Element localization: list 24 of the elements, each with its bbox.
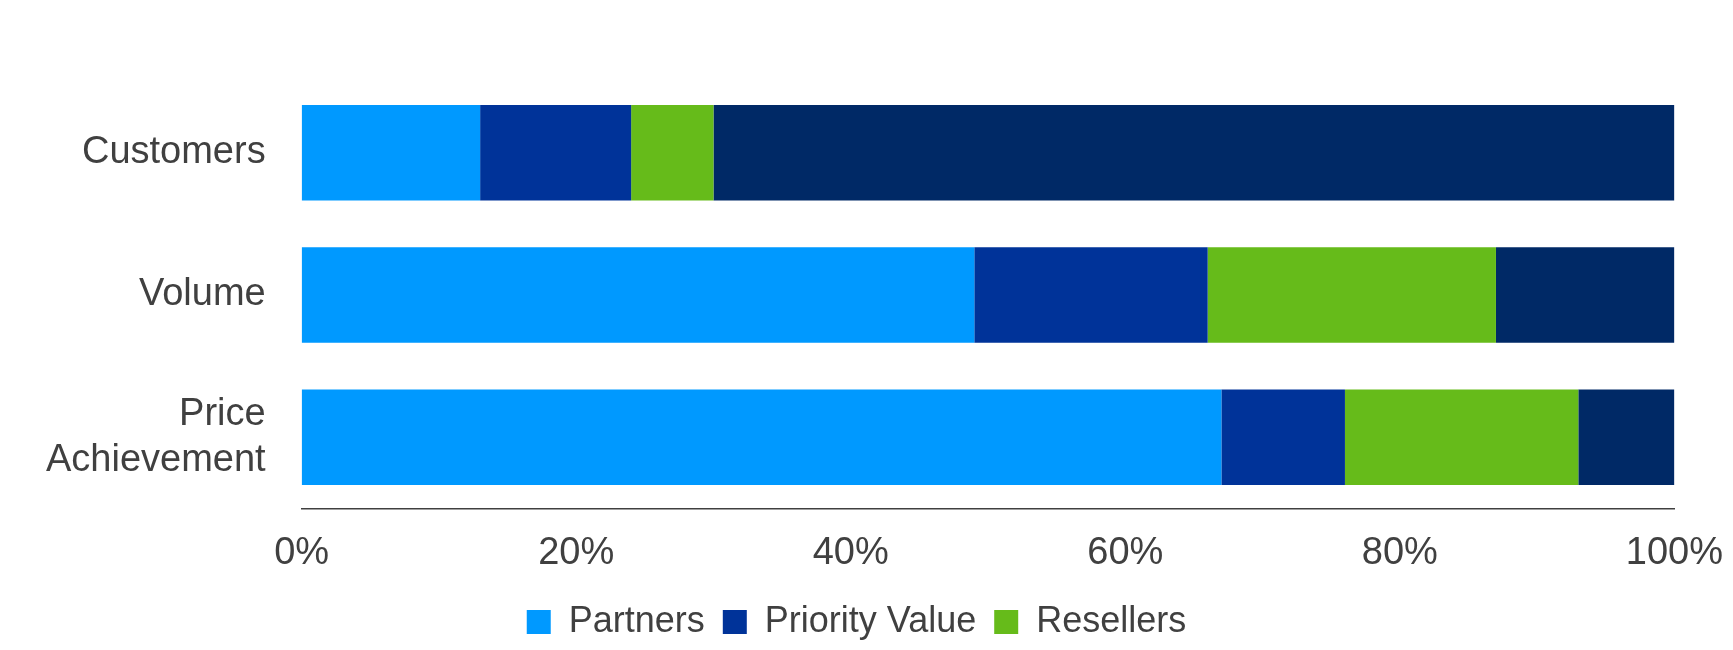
bar [1495, 247, 1675, 343]
x-tick-label: 80% [1361, 529, 1438, 572]
y-tick-label: Customers [81, 129, 266, 172]
bar [301, 247, 975, 343]
bar [301, 389, 1222, 485]
bar [631, 105, 714, 201]
x-tick-label: 60% [1087, 529, 1164, 572]
y-tick-label: Price Achievement [46, 390, 267, 479]
y-tick-label: Volume [138, 271, 266, 314]
bar [1221, 389, 1345, 485]
legend-label: Partners [568, 598, 705, 640]
bar [1207, 247, 1496, 343]
legend-label: Resellers [1036, 598, 1187, 640]
x-tick-label: 100% [1625, 529, 1724, 572]
bar [301, 105, 481, 201]
x-tick-label: 0% [274, 529, 330, 572]
bar [974, 247, 1208, 343]
bar [1344, 389, 1579, 485]
x-tick-label: 40% [812, 529, 889, 572]
bar [713, 105, 1675, 201]
legend-label: Priority Value [764, 598, 977, 640]
x-tick-label: 20% [538, 529, 615, 572]
bar [480, 105, 632, 201]
bar [1578, 389, 1675, 485]
